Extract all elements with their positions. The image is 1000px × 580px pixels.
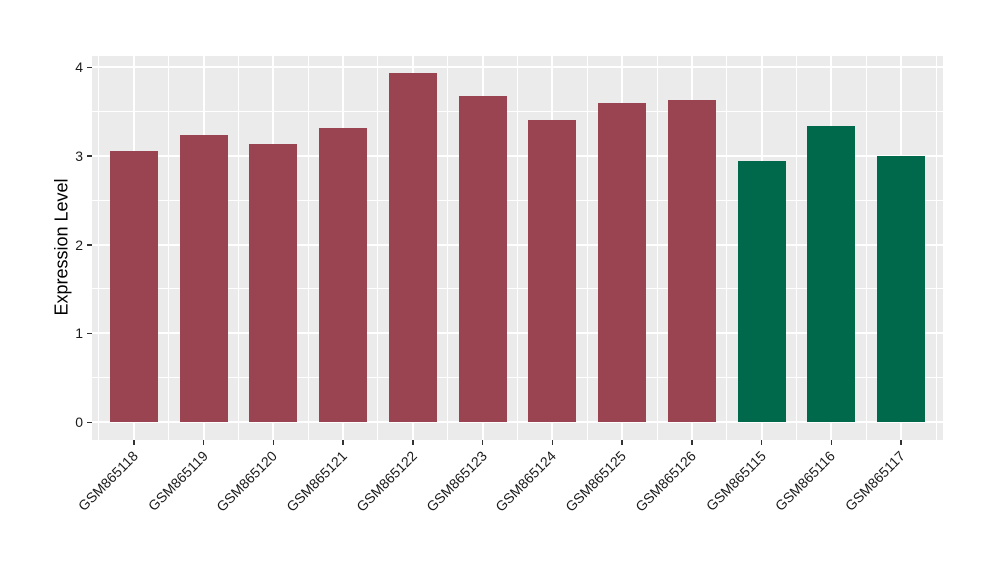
bar-GSM865124 (528, 120, 577, 422)
x-axis-tick (691, 440, 693, 445)
gridline-minor-vertical (726, 56, 728, 440)
bar-GSM865118 (109, 151, 158, 422)
gridline-major-horizontal (92, 421, 943, 423)
x-axis-tick (830, 440, 833, 445)
y-axis-tick (87, 421, 92, 424)
x-axis-tick-label: GSM865121 (283, 447, 351, 515)
bar-GSM865117 (877, 155, 926, 422)
gridline-minor-vertical (796, 56, 798, 440)
plot-panel (92, 56, 943, 440)
y-axis-tick (87, 244, 92, 246)
x-axis-tick (481, 440, 484, 445)
y-axis-tick-label: 3 (75, 147, 83, 164)
gridline-minor-vertical (935, 56, 937, 440)
gridline-minor-vertical (307, 56, 309, 440)
x-axis-tick-label: GSM865120 (213, 447, 281, 515)
bar-GSM865125 (598, 102, 647, 422)
bar-GSM865121 (319, 128, 368, 422)
x-axis-tick (202, 440, 205, 445)
x-axis-tick-label: GSM865116 (772, 447, 839, 514)
x-axis-tick-label: GSM865115 (702, 447, 769, 514)
gridline-major-horizontal (92, 243, 943, 246)
bar-GSM865115 (737, 161, 786, 422)
bar-GSM865120 (249, 144, 298, 422)
x-axis-tick (760, 440, 763, 445)
x-axis-tick-label: GSM865122 (352, 447, 420, 515)
gridline-minor-vertical (98, 56, 100, 440)
gridline-minor-vertical (586, 56, 588, 440)
y-axis-tick-label: 4 (75, 59, 83, 75)
gridline-major-horizontal (92, 154, 943, 157)
x-axis-tick (551, 440, 554, 445)
gridline-minor-vertical (168, 56, 170, 440)
y-axis-tick (87, 66, 92, 69)
x-axis-tick (412, 440, 414, 445)
x-axis-tick (272, 440, 275, 445)
x-axis-tick (900, 440, 902, 445)
gridline-major-horizontal (92, 66, 943, 68)
y-axis-tick-label: 1 (75, 325, 83, 342)
gridline-minor-vertical (447, 56, 449, 440)
bar-GSM865116 (807, 125, 856, 422)
y-axis-tick (87, 155, 92, 157)
bar-GSM865123 (458, 96, 507, 422)
x-axis-tick-label: GSM865124 (492, 447, 560, 515)
x-axis-tick-label: GSM865123 (422, 447, 490, 515)
gridline-minor-vertical (865, 56, 867, 440)
x-axis-tick (342, 440, 344, 445)
x-axis-tick-label: GSM865119 (144, 447, 211, 514)
y-axis-tick (87, 332, 92, 335)
y-axis-tick-label: 2 (75, 236, 83, 253)
bar-GSM865119 (179, 135, 228, 422)
x-axis-tick-label: GSM865117 (841, 447, 909, 514)
x-axis-tick (133, 440, 135, 445)
gridline-minor-vertical (517, 56, 518, 440)
bar-GSM865122 (388, 73, 437, 422)
y-axis-tick-label: 0 (75, 414, 83, 430)
bar-GSM865126 (667, 99, 716, 422)
x-axis-tick-label: GSM865118 (74, 447, 141, 514)
gridline-major-horizontal (92, 332, 943, 335)
x-axis-tick (621, 440, 623, 445)
x-axis-tick-label: GSM865126 (631, 447, 699, 515)
gridline-minor-vertical (656, 56, 658, 440)
gridline-minor-vertical (237, 56, 239, 440)
x-axis-tick-label: GSM865125 (562, 447, 630, 515)
gridline-minor-vertical (377, 56, 379, 440)
